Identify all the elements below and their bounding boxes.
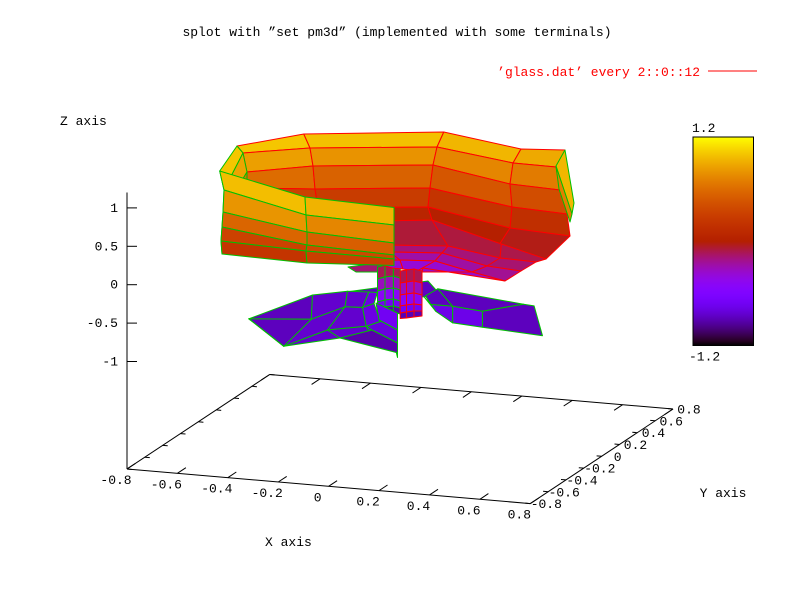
svg-text:0.5: 0.5 — [95, 239, 118, 254]
svg-text:0.2: 0.2 — [356, 495, 379, 510]
svg-text:0: 0 — [614, 450, 622, 465]
svg-text:0.6: 0.6 — [457, 503, 480, 518]
svg-text:-0.2: -0.2 — [252, 486, 283, 501]
svg-text:1.2: 1.2 — [692, 121, 715, 136]
svg-text:-0.6: -0.6 — [151, 477, 182, 492]
svg-text:1: 1 — [110, 201, 118, 216]
svg-text:0.8: 0.8 — [508, 508, 531, 523]
svg-text:X axis: X axis — [265, 535, 312, 550]
svg-text:-1.2: -1.2 — [689, 350, 720, 365]
svg-text:splot with ”set pm3d” (impleme: splot with ”set pm3d” (implemented with … — [182, 25, 611, 40]
svg-text:-0.4: -0.4 — [201, 482, 232, 497]
svg-text:0.8: 0.8 — [677, 403, 700, 418]
svg-text:0.4: 0.4 — [407, 499, 431, 514]
svg-text:-0.2: -0.2 — [584, 462, 615, 477]
svg-text:-0.8: -0.8 — [100, 473, 131, 488]
svg-text:-0.5: -0.5 — [87, 316, 118, 331]
svg-text:0: 0 — [314, 490, 322, 505]
svg-text:’glass.dat’ every 2::0::12: ’glass.dat’ every 2::0::12 — [497, 65, 700, 80]
svg-text:Y axis: Y axis — [700, 486, 747, 501]
svg-text:-1: -1 — [102, 355, 118, 370]
svg-text:Z axis: Z axis — [60, 114, 107, 129]
svg-text:0: 0 — [110, 278, 118, 293]
